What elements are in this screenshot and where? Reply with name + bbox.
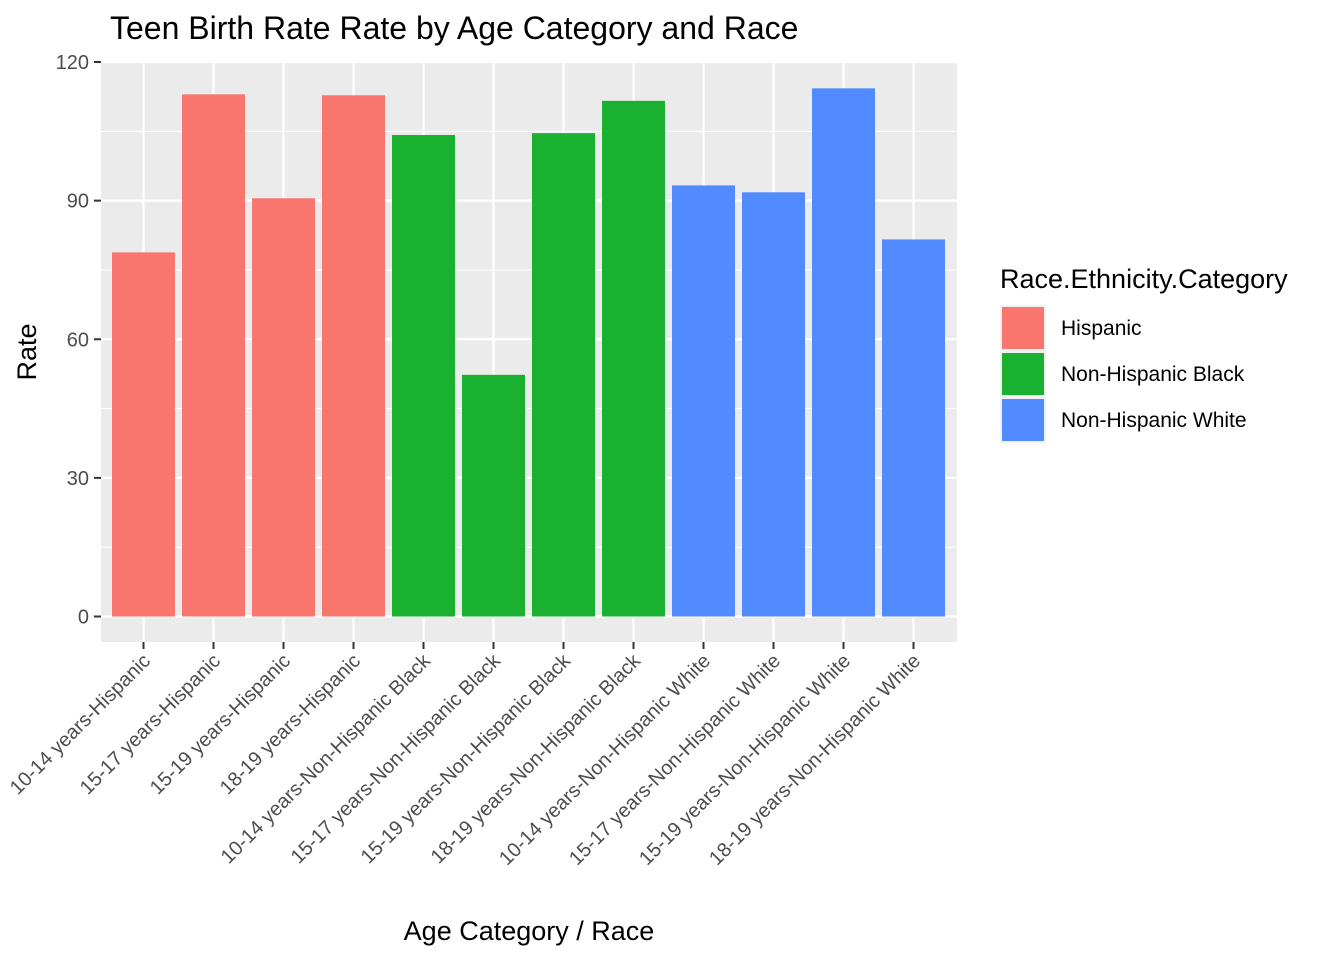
bar-10-14-years-non-hispanic-black: [392, 135, 455, 617]
legend-swatch: [1002, 399, 1044, 441]
bar-10-14-years-non-hispanic-white: [672, 185, 735, 617]
y-tick-label: 60: [67, 329, 89, 351]
y-tick-label: 120: [56, 52, 89, 74]
y-axis-title: Rate: [12, 323, 42, 380]
bar-10-14-years-hispanic: [112, 252, 175, 617]
y-tick-label: 30: [67, 468, 89, 490]
bars: [112, 88, 945, 617]
legend-title: Race.Ethnicity.Category: [1000, 264, 1288, 294]
legend-label: Non-Hispanic White: [1061, 409, 1247, 432]
legend-swatch: [1002, 307, 1044, 349]
bar-15-17-years-non-hispanic-black: [462, 374, 525, 617]
bar-18-19-years-non-hispanic-white: [882, 239, 945, 617]
y-axis: 0 30 60 90 120: [56, 52, 101, 629]
legend: Race.Ethnicity.Category Hispanic Non-Hisp…: [1000, 264, 1288, 443]
x-axis-title: Age Category / Race: [404, 916, 655, 946]
bar-15-17-years-non-hispanic-white: [742, 192, 805, 617]
bar-18-19-years-hispanic: [322, 95, 385, 617]
legend-label: Non-Hispanic Black: [1061, 363, 1245, 386]
bar-18-19-years-non-hispanic-black: [602, 100, 665, 617]
bar-15-19-years-hispanic: [252, 198, 315, 617]
bar-15-19-years-non-hispanic-black: [532, 133, 595, 617]
y-tick-label: 90: [67, 191, 89, 213]
y-tick-label: 0: [78, 607, 89, 629]
bar-15-17-years-hispanic: [182, 94, 245, 617]
bar-15-19-years-non-hispanic-white: [812, 88, 875, 617]
chart-title: Teen Birth Rate Rate by Age Category and…: [110, 10, 798, 46]
legend-label: Hispanic: [1061, 317, 1142, 340]
legend-swatch: [1002, 353, 1044, 395]
